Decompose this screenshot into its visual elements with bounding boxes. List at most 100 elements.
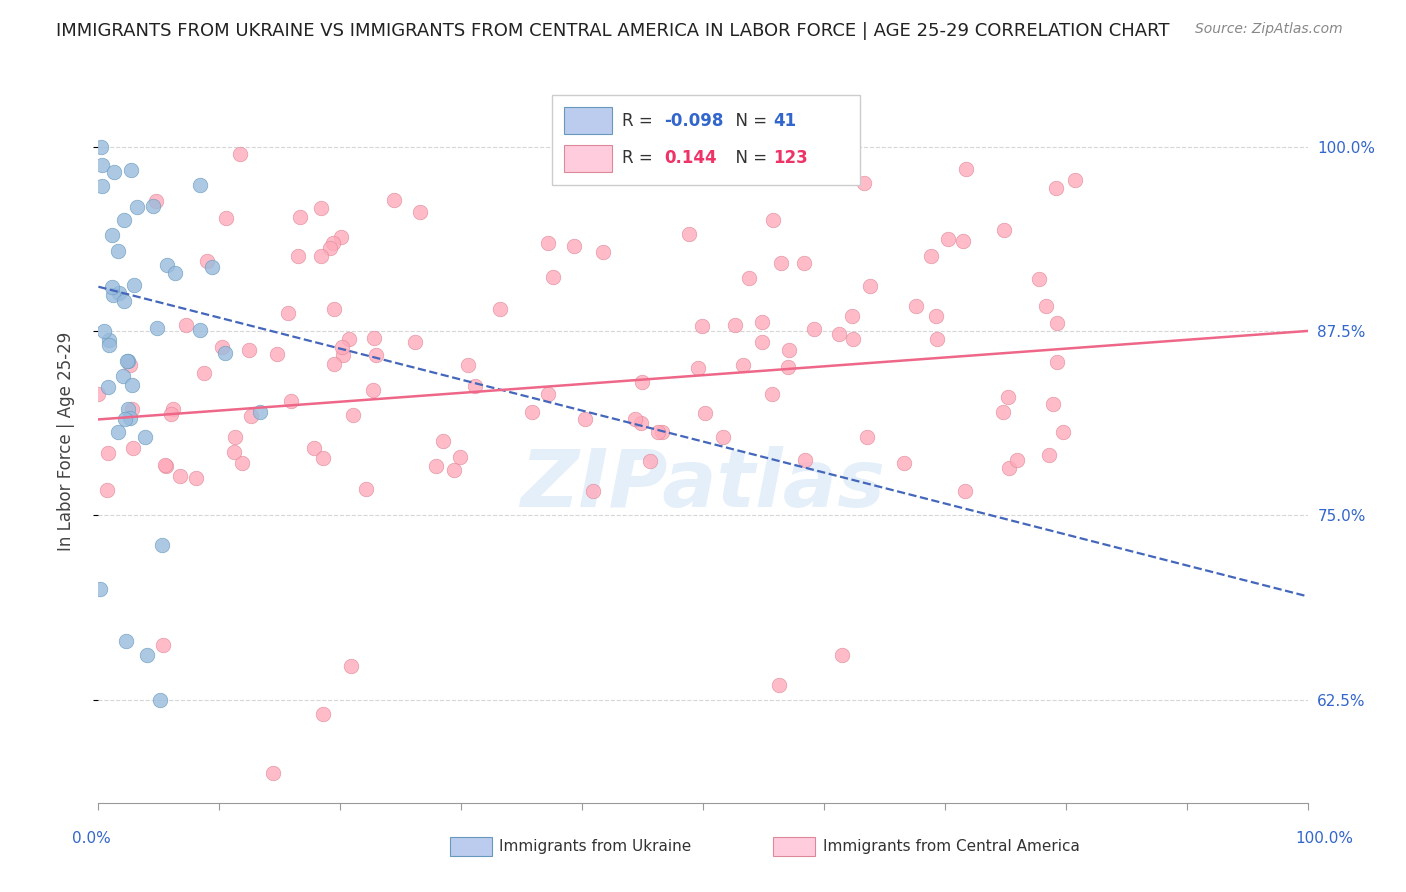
Point [222,444,245,458]
Point [354,482,377,496]
Point [135,648,157,663]
Point [323,357,346,371]
Point [582,483,605,498]
Point [97,445,120,459]
Point [118,410,141,425]
Point [120,163,142,178]
Point [998,460,1021,475]
Point [152,538,174,552]
Point [193,366,215,380]
Point [112,212,135,227]
Point [188,178,211,193]
Point [339,658,361,673]
Point [174,318,197,333]
Point [107,425,129,439]
Point [100,228,122,243]
Point [425,458,447,473]
Point [1046,355,1069,369]
Point [793,452,815,467]
Point [457,358,479,372]
Point [311,248,333,262]
Point [1005,452,1028,467]
Point [1042,397,1064,411]
Point [280,394,302,409]
Point [761,386,783,401]
Point [122,441,145,455]
Point [112,293,135,308]
Point [686,361,709,376]
Point [489,301,512,316]
Point [142,199,165,213]
Point [103,165,125,179]
Point [165,266,187,280]
Bar [564,145,613,172]
Point [630,416,652,430]
Point [330,340,353,354]
Point [723,318,745,332]
Point [121,378,143,392]
Point [364,348,387,362]
Point [155,458,177,473]
Point [323,301,346,316]
Point [651,425,673,440]
Point [631,375,654,389]
Point [319,241,342,255]
Point [214,346,236,360]
Point [678,227,700,242]
Bar [564,107,613,135]
Point [97,379,120,393]
Point [404,334,426,349]
Point [98,338,121,352]
Point [920,249,942,263]
Point [953,484,976,499]
Point [239,409,262,424]
Point [382,193,405,207]
Point [856,430,879,444]
Point [562,239,585,253]
Point [693,406,716,420]
Point [195,254,218,268]
Point [762,213,785,227]
Point [449,450,471,465]
Point [592,244,614,259]
Text: R =: R = [621,149,658,168]
Text: IMMIGRANTS FROM UKRAINE VS IMMIGRANTS FROM CENTRAL AMERICA IN LABOR FORCE | AGE : IMMIGRANTS FROM UKRAINE VS IMMIGRANTS FR… [56,22,1170,40]
Text: N =: N = [724,112,772,129]
Point [329,230,352,244]
Point [690,318,713,333]
Point [537,387,560,401]
Point [841,310,863,324]
Point [1064,172,1087,186]
Point [229,147,252,161]
Point [751,315,773,329]
Point [1045,180,1067,194]
Y-axis label: In Labor Force | Age 25-29: In Labor Force | Age 25-29 [56,332,75,551]
Point [87,386,110,401]
Point [117,402,139,417]
Point [121,401,143,416]
Point [711,430,734,444]
Text: 0.0%: 0.0% [72,831,111,847]
Point [464,379,486,393]
Point [304,441,326,455]
Point [770,256,793,270]
Point [443,463,465,477]
Point [332,348,354,362]
Point [312,451,335,466]
Point [925,309,948,323]
Point [768,678,790,692]
Point [159,407,181,421]
Point [793,256,815,270]
Point [322,235,344,250]
Point [574,411,596,425]
Point [1028,271,1050,285]
Point [107,285,129,300]
Point [277,306,299,320]
Point [893,456,915,470]
Point [858,279,880,293]
Point [309,201,332,215]
Point [952,234,974,248]
Text: Immigrants from Ukraine: Immigrants from Ukraine [499,839,692,854]
Point [118,358,141,372]
Point [97,334,120,348]
